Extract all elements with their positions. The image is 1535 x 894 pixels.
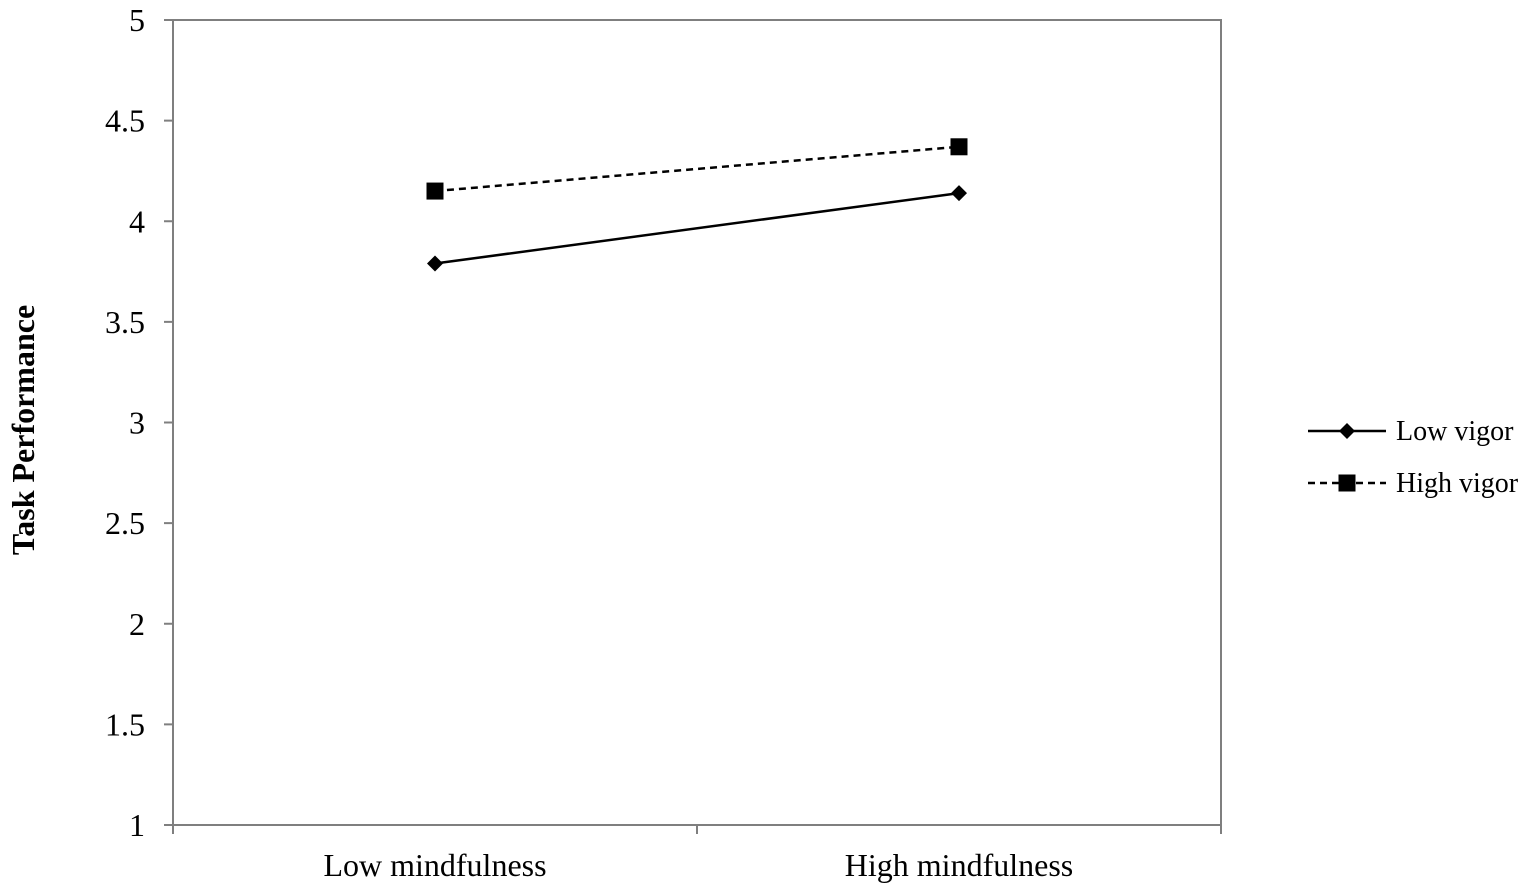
y-tick-label: 4.5 [105,103,145,139]
x-tick-label: High mindfulness [845,847,1073,883]
legend-item: Low vigor [1308,416,1514,447]
series-high-vigor [426,138,968,200]
y-axis-title: Task Performance [5,305,41,555]
data-point-marker [427,255,443,272]
y-tick-label: 2 [129,606,145,642]
data-point-marker [951,185,967,202]
legend-item: High vigor [1308,468,1519,499]
y-tick-label: 1 [129,807,145,843]
legend-label: Low vigor [1396,416,1514,447]
legend-marker [1339,423,1355,439]
x-tick-label: Low mindfulness [323,847,546,883]
series-layer [426,138,968,272]
y-axis: 1 1.5 2 2.5 3 3.5 4 4.5 5 [105,2,174,843]
legend-marker [1338,474,1356,492]
legend: Low vigor High vigor [1308,416,1519,499]
series-line [434,145,960,193]
legend-label: High vigor [1396,468,1519,499]
y-tick-label: 5 [129,2,145,38]
y-tick-label: 1.5 [105,706,145,742]
y-tick-label: 3 [129,405,145,441]
data-point-marker [950,138,968,156]
y-tick-label: 2.5 [105,505,145,541]
series-line [434,191,960,265]
series-low-vigor [427,185,967,272]
plot-area-border [172,19,1222,826]
x-axis: Low mindfulness High mindfulness [172,824,1222,883]
data-point-marker [426,182,444,200]
y-tick-label: 4 [129,203,145,239]
plot-frame [172,19,1222,826]
y-tick-label: 3.5 [105,304,145,340]
